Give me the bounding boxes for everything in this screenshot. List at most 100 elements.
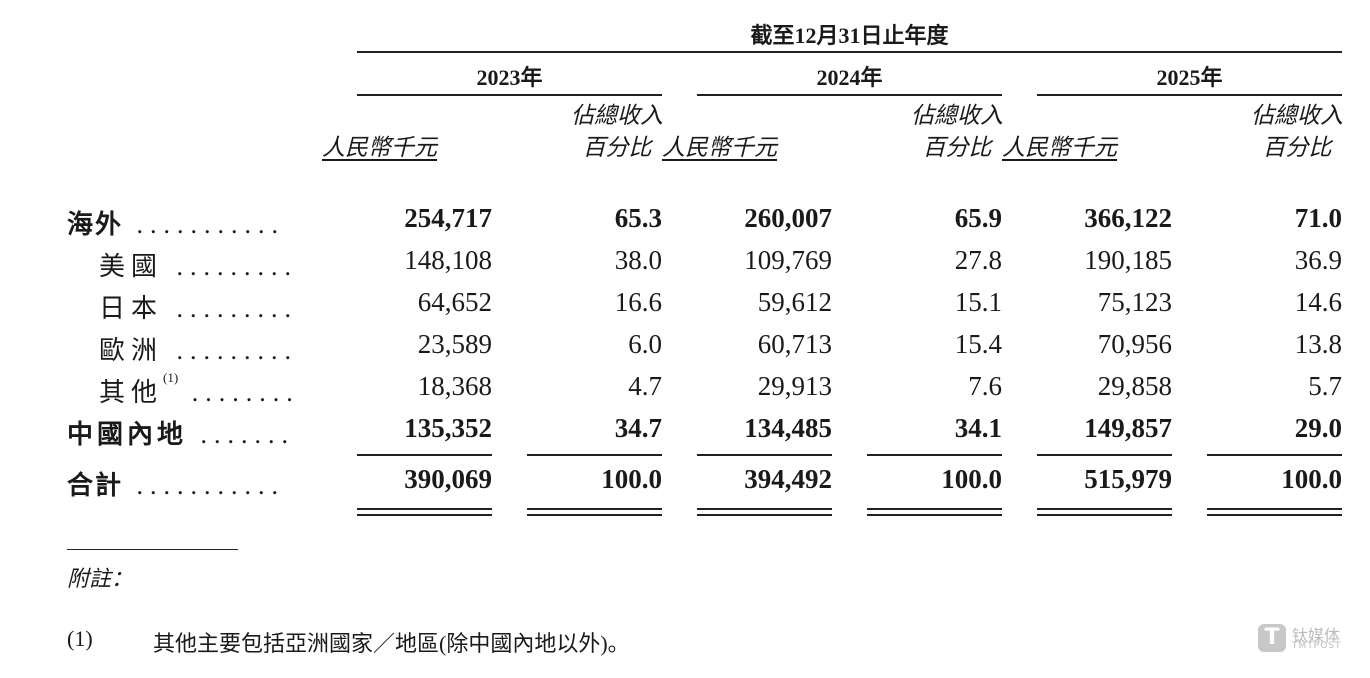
region-name: 美國 xyxy=(99,252,164,281)
table-cell: 148,108 xyxy=(404,245,492,275)
footnote-text: 其他主要包括亞洲國家／地區(除中國內地以外)。 xyxy=(153,631,630,656)
divider xyxy=(357,51,1342,53)
table-cell: 29,913 xyxy=(757,371,832,401)
table-cell: 390,069 xyxy=(404,464,492,494)
table-cell: 134,485 xyxy=(744,413,832,443)
table-cell: 71.0 xyxy=(1294,203,1342,233)
total-double-rule xyxy=(1207,508,1342,510)
table-cell: 60,713 xyxy=(757,329,832,359)
divider xyxy=(357,94,662,96)
table-cell: 38.0 xyxy=(614,245,662,275)
row-label-6: 合計 ........... xyxy=(67,465,285,502)
leader-dots: ....... xyxy=(187,420,296,449)
table-cell: 70,956 xyxy=(1097,329,1172,359)
table-cell: 29,858 xyxy=(1097,371,1172,401)
pct-column-header-line2: 百分比 xyxy=(1262,135,1332,160)
region-name: 歐洲 xyxy=(99,336,164,365)
table-cell: 6.0 xyxy=(628,329,662,359)
table-cell: 59,612 xyxy=(757,287,832,317)
divider xyxy=(1037,94,1342,96)
amount-unit-label: 人民幣千元 xyxy=(1002,135,1117,160)
tmtpost-logo-icon: T xyxy=(1258,624,1286,652)
table-cell: 190,185 xyxy=(1084,245,1172,275)
total-double-rule xyxy=(1037,508,1172,510)
table-cell: 36.9 xyxy=(1294,245,1342,275)
table-cell: 135,352 xyxy=(404,413,492,443)
table-cell: 15.1 xyxy=(954,287,1002,317)
total-double-rule xyxy=(357,514,492,516)
period-header: 截至12月31日止年度 xyxy=(750,23,949,48)
pct-column-header-line1: 佔總收入 xyxy=(911,103,1003,128)
pct-column-header-line1: 佔總收入 xyxy=(571,103,663,128)
table-cell: 4.7 xyxy=(628,371,662,401)
table-cell: 16.6 xyxy=(614,287,662,317)
pct-column-header-line2: 百分比 xyxy=(582,135,652,160)
table-cell: 29.0 xyxy=(1294,413,1342,443)
table-cell: 14.6 xyxy=(1294,287,1342,317)
subtotal-rule xyxy=(1207,454,1342,456)
total-double-rule xyxy=(867,514,1002,516)
total-double-rule xyxy=(697,508,832,510)
leader-dots: ......... xyxy=(163,336,299,365)
total-double-rule xyxy=(867,508,1002,510)
table-cell: 515,979 xyxy=(1084,464,1172,494)
table-cell: 13.8 xyxy=(1294,329,1342,359)
table-cell: 65.3 xyxy=(614,203,662,233)
leader-dots: ........ xyxy=(178,378,300,407)
subtotal-rule xyxy=(867,454,1002,456)
leader-dots: ......... xyxy=(163,294,299,323)
region-name: 海外 xyxy=(67,210,124,239)
table-cell: 100.0 xyxy=(601,464,662,494)
table-cell: 23,589 xyxy=(417,329,492,359)
table-cell: 366,122 xyxy=(1084,203,1172,233)
subtotal-rule xyxy=(1037,454,1172,456)
table-cell: 109,769 xyxy=(744,245,832,275)
total-double-rule xyxy=(527,508,662,510)
footnote-divider xyxy=(67,549,238,551)
subtotal-rule xyxy=(697,454,832,456)
table-cell: 394,492 xyxy=(744,464,832,494)
table-cell: 27.8 xyxy=(954,245,1002,275)
year-header-2: 2025年 xyxy=(1156,65,1223,90)
subtotal-rule xyxy=(527,454,662,456)
total-double-rule xyxy=(1207,514,1342,516)
footnote-ref: (1) xyxy=(163,370,179,385)
leader-dots: ......... xyxy=(163,252,299,281)
region-name: 合計 xyxy=(67,471,124,500)
table-cell: 100.0 xyxy=(941,464,1002,494)
row-label-4: 其他(1) ........ xyxy=(99,370,300,409)
pct-column-header-line1: 佔總收入 xyxy=(1251,103,1343,128)
table-cell: 254,717 xyxy=(404,203,492,233)
table-cell: 7.6 xyxy=(968,371,1002,401)
total-double-rule xyxy=(357,508,492,510)
region-name: 其他 xyxy=(99,378,164,407)
row-label-5: 中國內地 ....... xyxy=(67,414,295,451)
table-cell: 149,857 xyxy=(1084,413,1172,443)
leader-dots: ........... xyxy=(123,210,286,239)
pct-column-header-line2: 百分比 xyxy=(922,135,992,160)
subtotal-rule xyxy=(357,454,492,456)
table-cell: 34.7 xyxy=(614,413,662,443)
year-header-0: 2023年 xyxy=(476,65,543,90)
leader-dots: ........... xyxy=(123,471,286,500)
divider xyxy=(697,94,1002,96)
row-label-3: 歐洲 ......... xyxy=(99,330,298,367)
table-cell: 260,007 xyxy=(744,203,832,233)
footnote-heading: 附註： xyxy=(67,566,134,591)
year-header-1: 2024年 xyxy=(816,65,883,90)
amount-unit-label: 人民幣千元 xyxy=(322,135,437,160)
total-double-rule xyxy=(527,514,662,516)
row-label-2: 日本 ......... xyxy=(99,288,298,325)
table-cell: 65.9 xyxy=(954,203,1002,233)
table-cell: 18,368 xyxy=(417,371,492,401)
total-double-rule xyxy=(697,514,832,516)
table-cell: 75,123 xyxy=(1097,287,1172,317)
table-cell: 5.7 xyxy=(1308,371,1342,401)
table-cell: 15.4 xyxy=(954,329,1002,359)
table-cell: 34.1 xyxy=(954,413,1002,443)
footnote-marker: (1) xyxy=(67,626,93,651)
region-name: 日本 xyxy=(99,294,164,323)
table-cell: 100.0 xyxy=(1281,464,1342,494)
row-label-1: 美國 ......... xyxy=(99,246,298,283)
amount-unit-label: 人民幣千元 xyxy=(662,135,777,160)
